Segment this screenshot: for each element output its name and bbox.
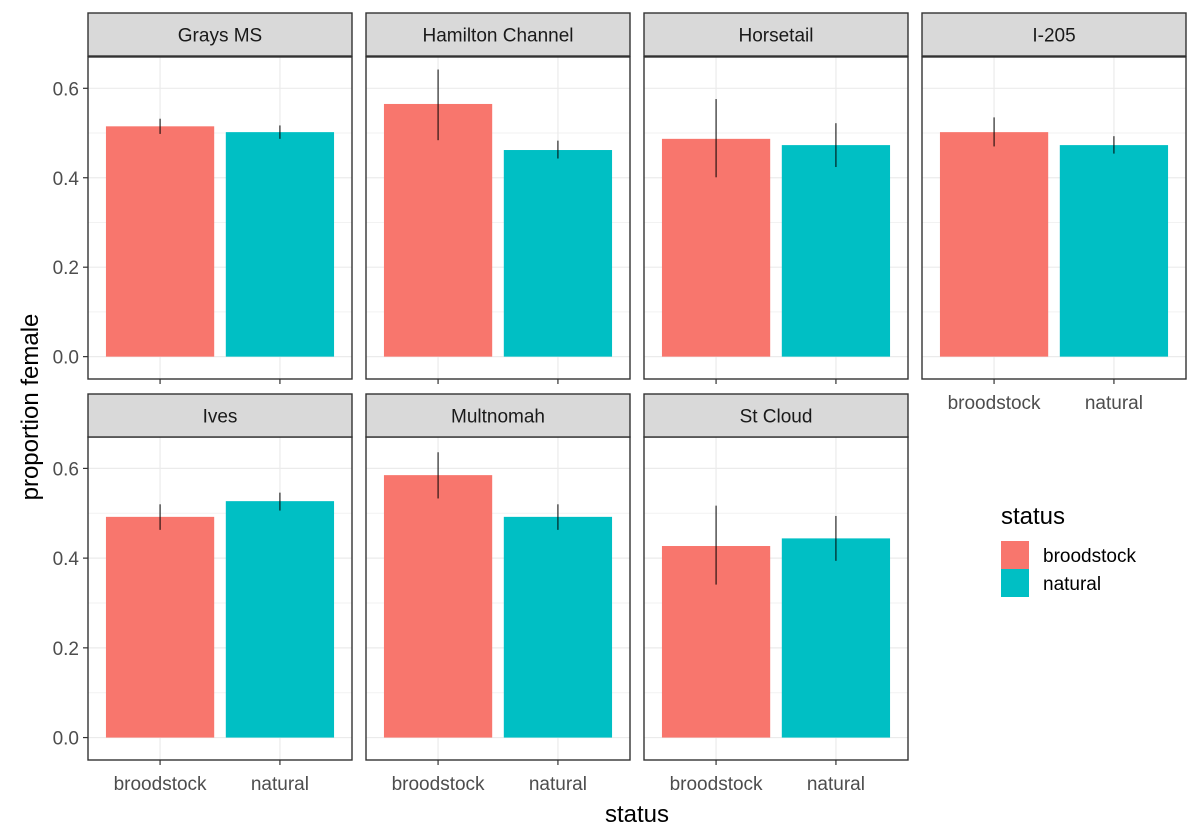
panel-multnomah: Multnomah bbox=[365, 393, 631, 761]
bar-broodstock bbox=[383, 475, 493, 738]
strip-label: Horsetail bbox=[739, 26, 814, 47]
y-tick-label: 0.4 bbox=[53, 169, 80, 190]
bar-natural bbox=[503, 150, 613, 357]
bar-broodstock bbox=[105, 516, 215, 738]
bar-natural bbox=[225, 132, 335, 357]
bar-natural bbox=[781, 145, 891, 357]
bar-broodstock bbox=[383, 103, 493, 357]
bar-broodstock bbox=[939, 132, 1049, 357]
panel-border bbox=[921, 56, 1187, 380]
panel-horsetail: Horsetail bbox=[643, 12, 909, 380]
panel-st-cloud: St Cloud bbox=[643, 393, 909, 761]
panel-i-205: I-205 bbox=[921, 12, 1187, 380]
strip-label: St Cloud bbox=[740, 407, 813, 428]
y-axis-title: proportion female bbox=[17, 314, 44, 501]
strip-label: I-205 bbox=[1032, 26, 1075, 47]
bar-broodstock bbox=[105, 126, 215, 357]
bar-natural bbox=[503, 516, 613, 738]
bar-natural bbox=[225, 501, 335, 738]
y-tick-label: 0.6 bbox=[53, 459, 79, 480]
x-tick-label: broodstock bbox=[392, 774, 485, 795]
strip bbox=[87, 12, 353, 57]
strip bbox=[87, 393, 353, 438]
legend-item-natural: natural bbox=[1001, 569, 1101, 597]
bar-natural bbox=[781, 538, 891, 738]
panel-hamilton-channel: Hamilton Channel bbox=[365, 12, 631, 380]
legend-title: status bbox=[1001, 503, 1065, 530]
x-tick-label: broodstock bbox=[670, 774, 763, 795]
panel-border bbox=[643, 56, 909, 380]
panel-border bbox=[87, 56, 353, 380]
x-tick-label: natural bbox=[251, 774, 309, 795]
strip bbox=[365, 393, 631, 438]
bar-natural bbox=[1059, 145, 1169, 357]
strip-label: Grays MS bbox=[178, 26, 262, 47]
legend-swatch bbox=[1001, 541, 1029, 569]
legend-label: natural bbox=[1043, 574, 1101, 595]
strip-label: Ives bbox=[203, 407, 238, 428]
panel-ives: Ives bbox=[87, 393, 353, 761]
legend-swatch bbox=[1001, 569, 1029, 597]
strip bbox=[921, 12, 1187, 57]
x-tick-label: broodstock bbox=[114, 774, 207, 795]
x-tick-label: natural bbox=[1085, 393, 1143, 414]
strip bbox=[643, 12, 909, 57]
strip bbox=[365, 12, 631, 57]
y-tick-label: 0.0 bbox=[53, 729, 79, 750]
y-tick-label: 0.6 bbox=[53, 79, 79, 100]
x-axis-title: status bbox=[605, 801, 669, 828]
legend: status broodstock natural bbox=[1001, 503, 1136, 597]
x-tick-label: natural bbox=[807, 774, 865, 795]
panel-border bbox=[365, 56, 631, 380]
panels: Grays MS Hamilton Channel Horsetail I-205 Iv… bbox=[87, 12, 1187, 761]
y-tick-label: 0.2 bbox=[53, 258, 79, 279]
x-tick-label: broodstock bbox=[948, 393, 1041, 414]
panel-grays-ms: Grays MS bbox=[87, 12, 353, 380]
y-tick-label: 0.0 bbox=[53, 348, 79, 369]
strip-label: Multnomah bbox=[451, 407, 545, 428]
legend-item-broodstock: broodstock bbox=[1001, 541, 1136, 569]
y-tick-label: 0.4 bbox=[53, 549, 80, 570]
axes: 0.0 0.2 0.4 0.6 broodstock natural 0.0 0.2 0.4 0.… bbox=[53, 79, 1143, 795]
x-tick-label: natural bbox=[529, 774, 587, 795]
y-tick-label: 0.2 bbox=[53, 639, 79, 660]
strip-label: Hamilton Channel bbox=[422, 26, 573, 47]
legend-label: broodstock bbox=[1043, 546, 1136, 567]
strip bbox=[643, 393, 909, 438]
